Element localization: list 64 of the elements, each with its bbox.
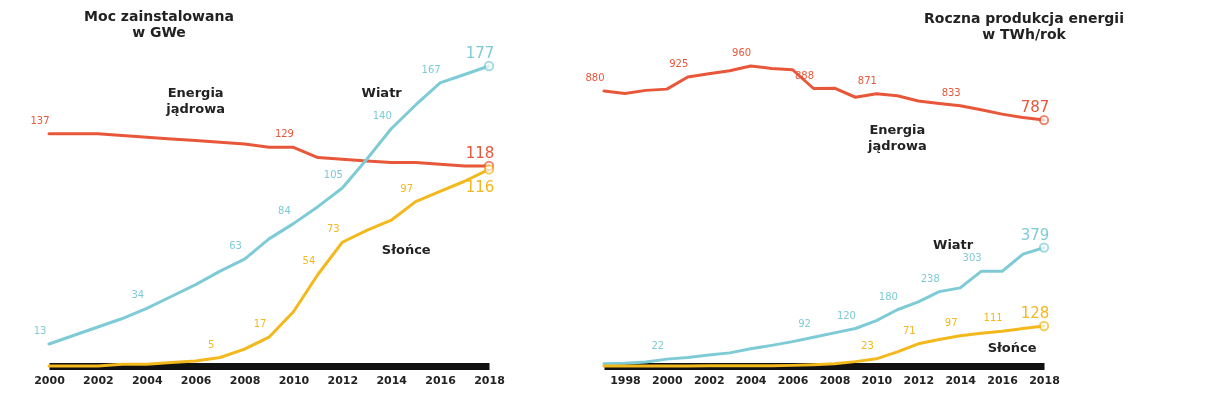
chart-title: Moc zainstalowana w GWe	[84, 8, 234, 40]
data-label: 167	[421, 63, 441, 75]
data-label: 960	[732, 47, 752, 58]
data-label: 880	[585, 72, 605, 83]
data-label: 92	[798, 318, 811, 330]
x-tick-label: 2014	[945, 373, 977, 387]
series-label: Energia jądrowa	[867, 121, 927, 153]
data-label: 71	[902, 324, 916, 336]
x-tick-label: 2018	[474, 373, 505, 387]
data-label: 17	[253, 318, 267, 330]
data-label: 63	[229, 240, 242, 252]
data-label: 116	[465, 178, 495, 197]
data-label: 97	[944, 316, 958, 328]
data-label: 84	[278, 204, 291, 216]
data-label: 140	[372, 109, 392, 121]
data-label: 925	[669, 57, 689, 69]
x-tick-label: 2018	[1029, 373, 1060, 387]
data-label: 177	[465, 44, 495, 62]
data-label: 379	[1020, 225, 1050, 244]
data-label: 22	[651, 340, 665, 352]
x-tick-label: 2010	[278, 373, 310, 387]
series-label: Słońce	[381, 242, 431, 258]
data-label: 180	[878, 290, 898, 302]
data-label: 54	[302, 255, 316, 267]
data-label: 129	[274, 128, 294, 140]
data-label: 97	[400, 182, 414, 194]
x-tick-label: 2004	[131, 373, 163, 387]
x-tick-label: 2006	[180, 373, 212, 387]
x-tick-label: 2000	[34, 373, 66, 387]
data-label: 105	[323, 169, 343, 181]
x-tick-label: 2014	[376, 373, 408, 387]
data-label: 120	[836, 309, 856, 321]
data-label: 128	[1020, 304, 1050, 322]
x-tick-label: 2002	[693, 373, 725, 387]
series-label: Słońce	[987, 340, 1037, 356]
data-label: 34	[131, 289, 145, 301]
x-tick-label: 2010	[861, 373, 893, 387]
data-label: 5	[207, 338, 215, 350]
data-label: 23	[861, 339, 874, 351]
data-label: 303	[962, 252, 982, 264]
x-tick-label: 2000	[652, 373, 684, 387]
data-label: 118	[465, 144, 495, 162]
data-label: 787	[1020, 98, 1050, 117]
x-tick-label: 2006	[777, 373, 809, 387]
data-label: 111	[983, 312, 1003, 324]
data-label: 238	[920, 272, 940, 284]
data-label: 833	[941, 86, 961, 98]
x-tick-label: 2016	[425, 373, 457, 387]
x-tick-label: 2012	[327, 373, 359, 387]
x-tick-label: 2016	[987, 373, 1019, 387]
data-label: 13	[33, 324, 47, 336]
x-tick-label: 2004	[735, 373, 767, 387]
x-tick-label: 1998	[610, 373, 641, 387]
x-tick-label: 2008	[819, 373, 851, 387]
series-label: Energia jądrowa	[165, 84, 225, 116]
data-label: 73	[326, 223, 340, 235]
series-label: Wiatr	[933, 237, 974, 253]
series-label: Wiatr	[361, 84, 403, 100]
x-tick-label: 2012	[903, 373, 935, 387]
x-tick-label: 2008	[229, 373, 261, 387]
x-tick-label: 2002	[83, 373, 114, 387]
chart-title: Roczna produkcja energii w TWh/rok	[924, 10, 1124, 42]
data-label: 871	[857, 74, 877, 86]
data-label: 137	[30, 114, 50, 126]
